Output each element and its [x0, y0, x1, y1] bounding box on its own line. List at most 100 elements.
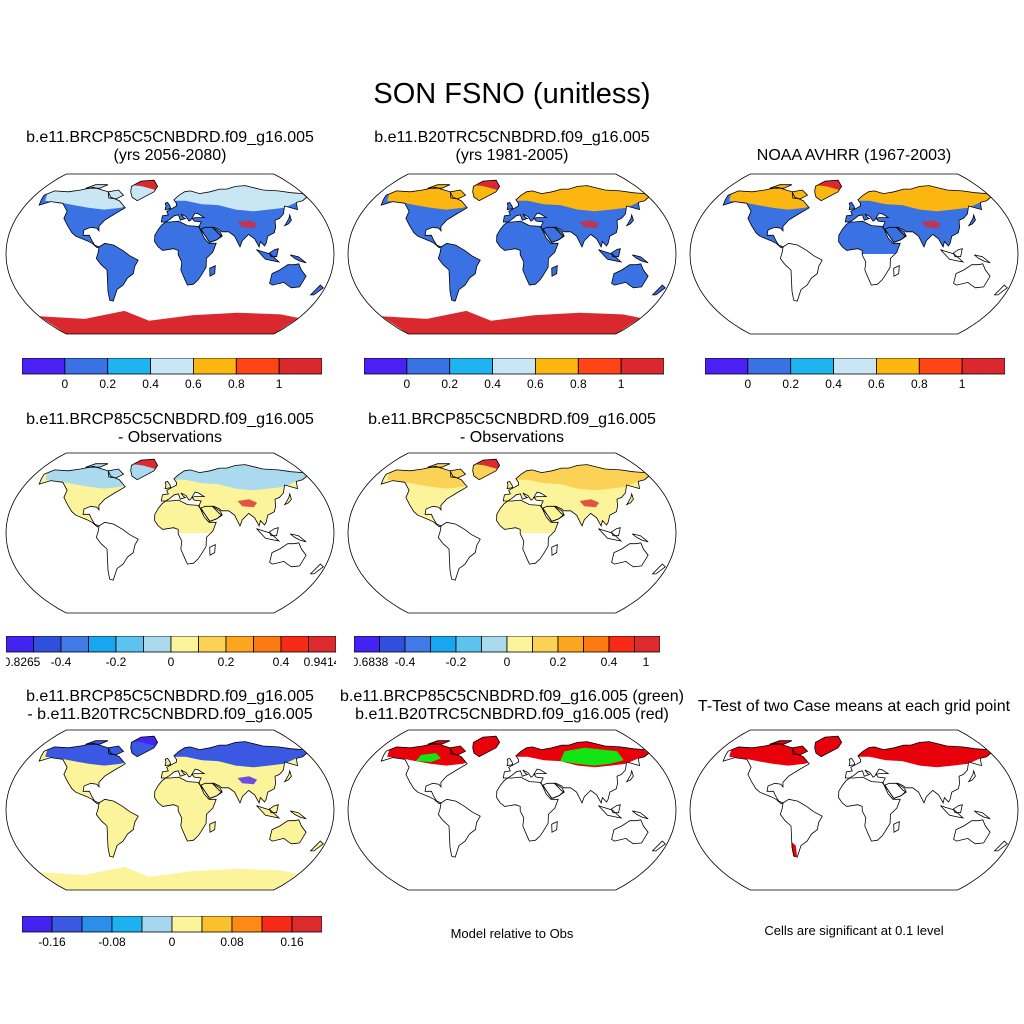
coastline-namerica [722, 186, 810, 249]
continent-madagascar [893, 821, 900, 833]
coastline-baffin [107, 468, 125, 479]
continent-indonesia [940, 805, 963, 818]
coastline-eurasia [160, 741, 308, 804]
colorbar-swatch [406, 358, 451, 375]
coastline-arabia [200, 505, 223, 522]
colorbar-swatch [506, 636, 533, 653]
colorbar-swatch [291, 916, 322, 933]
coastline-australia [269, 542, 307, 568]
tibet-region [579, 499, 600, 508]
coastline-baffin [107, 189, 125, 200]
colorbar-swatch [6, 636, 34, 653]
coastline-japan [625, 492, 634, 506]
colorbar-label: 0 [404, 377, 411, 391]
colorbar-swatch [364, 358, 408, 375]
coastline-newzealand [993, 284, 1008, 296]
coastline-newguinea [632, 810, 649, 820]
continent-madagascar [551, 544, 558, 556]
colorbar-label: 0.6 [185, 377, 202, 391]
colorbar-swatch [379, 636, 406, 653]
map-panel-3 [689, 173, 1019, 335]
coastline-nz2 [427, 740, 451, 745]
panel-5-title: b.e11.BRCP85C5CNBDRD.f09_g16.005 - Obser… [352, 411, 672, 447]
continent-samerica [96, 799, 139, 858]
coastline-japan [625, 769, 634, 783]
continent-australia [953, 263, 991, 288]
colorbar-panel-3: 0 0.2 0.4 0.6 0.8 1 [705, 358, 1005, 391]
colorbar-swatch [235, 358, 280, 375]
coastline-australia [269, 263, 307, 289]
coastline-indonesia [598, 805, 623, 819]
coastline-africa [838, 220, 901, 286]
colorbar-swatch [961, 358, 1005, 375]
continent-uk [507, 202, 513, 210]
continent-newguinea [290, 254, 307, 263]
coastline-namerica [722, 742, 810, 805]
coastline-samerica [95, 798, 139, 858]
coastline-newzealand [651, 563, 666, 575]
coastline-madagascar [893, 264, 900, 277]
panel-2-title-line-2: (yrs 1981-2005) [455, 147, 569, 164]
colorbar-label: 0.2 [441, 377, 458, 391]
colorbar-swatch [193, 358, 237, 375]
coastline-eurasia [502, 464, 650, 527]
coastline-samerica [779, 242, 823, 302]
continent-australia [269, 819, 307, 844]
colorbar-swatch [22, 916, 53, 933]
colorbar-panel-1: 0 0.2 0.4 0.6 0.8 1 [22, 358, 322, 391]
continent-uk [849, 202, 855, 210]
colorbar-swatch [747, 358, 792, 375]
coastline-africa [838, 776, 901, 842]
colorbar-swatch [918, 358, 963, 375]
coastline-arabia [542, 505, 565, 522]
panel-9-title: T-Test of two Case means at each grid po… [684, 698, 1024, 716]
continent-arabia [542, 506, 564, 522]
colorbar-label: 0.4 [484, 377, 501, 391]
coastline-baffin [107, 745, 125, 756]
coastline-borneo [268, 804, 279, 814]
panel-7-title: b.e11.BRCP85C5CNBDRD.f09_g16.005 - b.e11… [10, 688, 330, 724]
coastline-eurasia [502, 741, 650, 804]
colorbar-swatch [171, 916, 203, 933]
colorbar-swatch [22, 358, 66, 375]
colorbar-swatch [280, 636, 309, 653]
colorbar-swatch [225, 636, 254, 653]
coastline-eurasia [160, 185, 308, 248]
continent-australia [269, 542, 307, 567]
coastline-australia [269, 819, 307, 845]
coastline-eurasia [844, 185, 992, 248]
colorbar-panel-5: -0.6838 -0.4 -0.2 0 0.2 0.4 1 [354, 636, 660, 669]
panel-4-title: b.e11.BRCP85C5CNBDRD.f09_g16.005 - Obser… [10, 411, 330, 447]
coastline-greenland [130, 735, 159, 758]
colorbar-label: 0.2 [550, 655, 567, 669]
colorbar-swatch [492, 358, 536, 375]
continent-madagascar [209, 544, 216, 556]
colorbar-label: 0.08 [220, 935, 244, 949]
coastline-newguinea [632, 254, 649, 264]
coastline-nz2 [427, 184, 451, 189]
coastline-japan [967, 213, 976, 227]
panel-1-title-line-1: b.e11.BRCP85C5CNBDRD.f09_g16.005 [26, 129, 314, 146]
map-panel-8 [347, 729, 677, 891]
figure-title: SON FSNO (unitless) [373, 78, 651, 110]
colorbar-swatch [115, 636, 144, 653]
continent-africa-north [838, 777, 901, 810]
panel-7-title-line-1: b.e11.BRCP85C5CNBDRD.f09_g16.005 [26, 688, 314, 705]
coastline-samerica [437, 242, 481, 302]
map-panel-9 [689, 729, 1019, 891]
coastline-uk [506, 480, 514, 490]
colorbar-panel-4: -0.8265 -0.4 -0.2 0 0.2 0.4 0.9414 [6, 636, 336, 669]
coastline-australia [611, 819, 649, 845]
colorbar-swatch [620, 358, 664, 375]
colorbar-swatch [33, 636, 62, 653]
continent-uk [849, 758, 855, 766]
continent-madagascar [209, 821, 216, 833]
continent-samerica [780, 243, 823, 302]
coastline-greenland [814, 735, 843, 758]
colorbar-swatch [404, 636, 431, 653]
coastline-uk [164, 480, 172, 490]
continent-africa-north [838, 221, 901, 254]
continent-indonesia [256, 528, 279, 541]
coastline-japan [283, 213, 292, 227]
coastline-australia [611, 263, 649, 289]
